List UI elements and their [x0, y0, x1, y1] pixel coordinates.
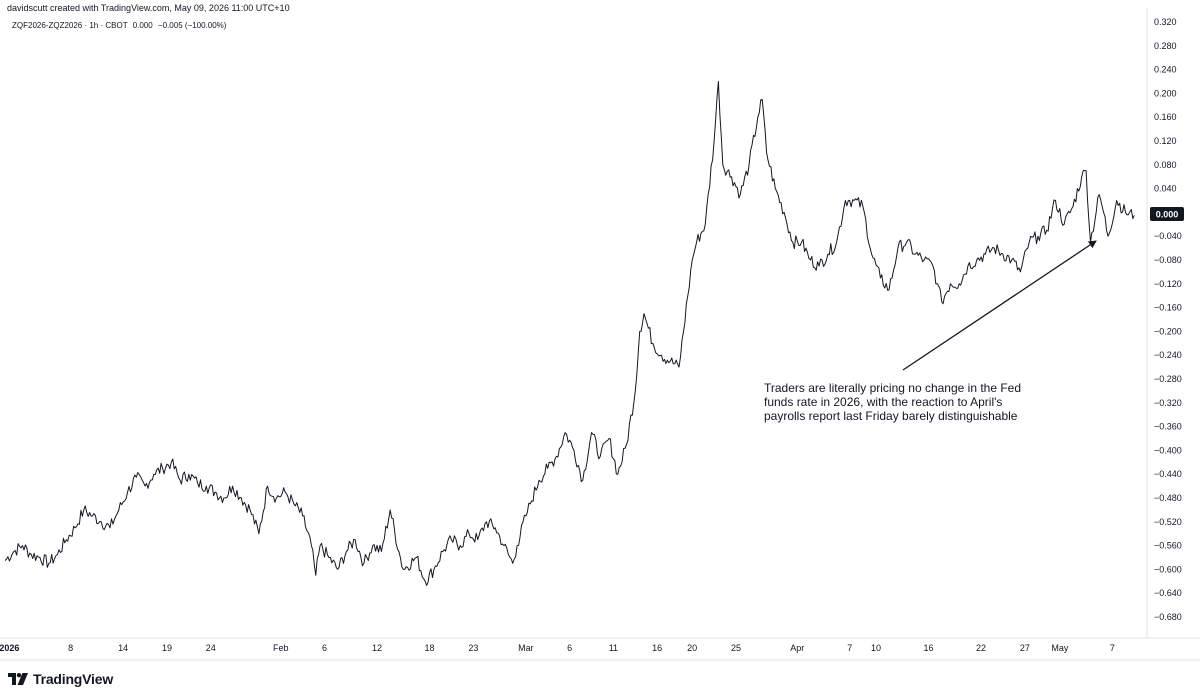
price-tick-label: 0.120: [1154, 136, 1177, 146]
symbol-change: −0.005 (−100.00%): [157, 21, 227, 30]
time-tick-label: Mar: [518, 643, 534, 653]
price-tick-label: 0.280: [1154, 41, 1177, 51]
time-tick-label: 20: [687, 643, 697, 653]
price-line: [4, 81, 1135, 586]
time-tick-label: 19: [162, 643, 172, 653]
time-tick-label: 11: [609, 643, 618, 653]
price-tick-label: 0.040: [1154, 184, 1177, 194]
price-tick-label: −0.520: [1154, 517, 1182, 527]
time-tick-label: 14: [118, 643, 128, 653]
price-tick-label: 0.160: [1154, 112, 1177, 122]
price-tick-label: −0.120: [1154, 279, 1182, 289]
price-tick-label: −0.280: [1154, 374, 1182, 384]
time-tick-label: 8: [68, 643, 73, 653]
time-tick-label: 10: [871, 643, 881, 653]
time-tick-label: 16: [924, 643, 934, 653]
time-tick-label: 7: [847, 643, 852, 653]
price-tick-label: −0.640: [1154, 588, 1182, 598]
tradingview-logo-text: TradingView: [33, 671, 114, 687]
price-tick-label: −0.440: [1154, 469, 1182, 479]
annotation-text: Traders are literally pricing no change …: [764, 381, 1064, 423]
time-tick-label: 2026: [0, 643, 19, 653]
price-tick-label: 0.080: [1154, 160, 1177, 170]
symbol-last-value: 0.000: [132, 21, 153, 30]
last-price-badge-text: 0.000: [1156, 210, 1179, 220]
annotation-line-2: funds rate in 2026, with the reaction to…: [764, 395, 1003, 409]
price-tick-label: −0.160: [1154, 303, 1182, 313]
price-tick-label: −0.600: [1154, 564, 1182, 574]
time-tick-label: 23: [468, 643, 478, 653]
price-tick-label: 0.320: [1154, 17, 1177, 27]
price-tick-label: 0.200: [1154, 88, 1177, 98]
time-tick-label: 22: [976, 643, 986, 653]
symbol-legend: ZQF2026-ZQZ2026 · 1h · CBOT 0.000 −0.005…: [12, 21, 226, 30]
time-tick-label: 6: [322, 643, 327, 653]
time-tick-label: 16: [652, 643, 662, 653]
price-tick-label: −0.480: [1154, 493, 1182, 503]
attribution-header: davidscutt created with TradingView.com,…: [7, 3, 290, 13]
price-tick-label: 0.240: [1154, 65, 1177, 75]
price-tick-label: −0.680: [1154, 612, 1182, 622]
annotation-line-1: Traders are literally pricing no change …: [764, 381, 1022, 395]
time-tick-label: 12: [372, 643, 382, 653]
price-tick-label: −0.200: [1154, 326, 1182, 336]
time-tick-label: 18: [425, 643, 435, 653]
price-tick-label: −0.320: [1154, 398, 1182, 408]
last-price-badge: 0.000: [1150, 207, 1184, 221]
price-tick-label: −0.040: [1154, 231, 1182, 241]
time-tick-label: Feb: [273, 643, 289, 653]
symbol-ticker: ZQF2026-ZQZ2026 · 1h · CBOT: [12, 21, 128, 30]
price-tick-label: −0.080: [1154, 255, 1182, 265]
time-tick-label: 7: [1110, 643, 1115, 653]
price-tick-label: −0.360: [1154, 422, 1182, 432]
time-tick-label: 27: [1020, 643, 1030, 653]
price-tick-label: −0.240: [1154, 350, 1182, 360]
time-tick-label: Apr: [790, 643, 804, 653]
price-tick-label: −0.560: [1154, 541, 1182, 551]
time-axis[interactable]: 2026 8 14 19 24 Feb 6 12 18 23 Mar 6 11 16 20 25 Apr 7 10 1…: [0, 643, 1115, 653]
annotation-line-3: payrolls report last Friday barely disti…: [764, 409, 1018, 423]
time-tick-label: 25: [731, 643, 741, 653]
price-tick-label: −0.400: [1154, 445, 1182, 455]
tradingview-logo-icon: [8, 673, 28, 685]
time-tick-label: 6: [567, 643, 572, 653]
annotation-arrow: [902, 240, 1097, 371]
tradingview-logo[interactable]: TradingView: [8, 670, 113, 688]
time-tick-label: May: [1051, 643, 1069, 653]
time-tick-label: 24: [206, 643, 216, 653]
price-axis[interactable]: 0.320 0.280 0.240 0.200 0.160 0.120 0.080 0.040…: [1154, 17, 1182, 622]
